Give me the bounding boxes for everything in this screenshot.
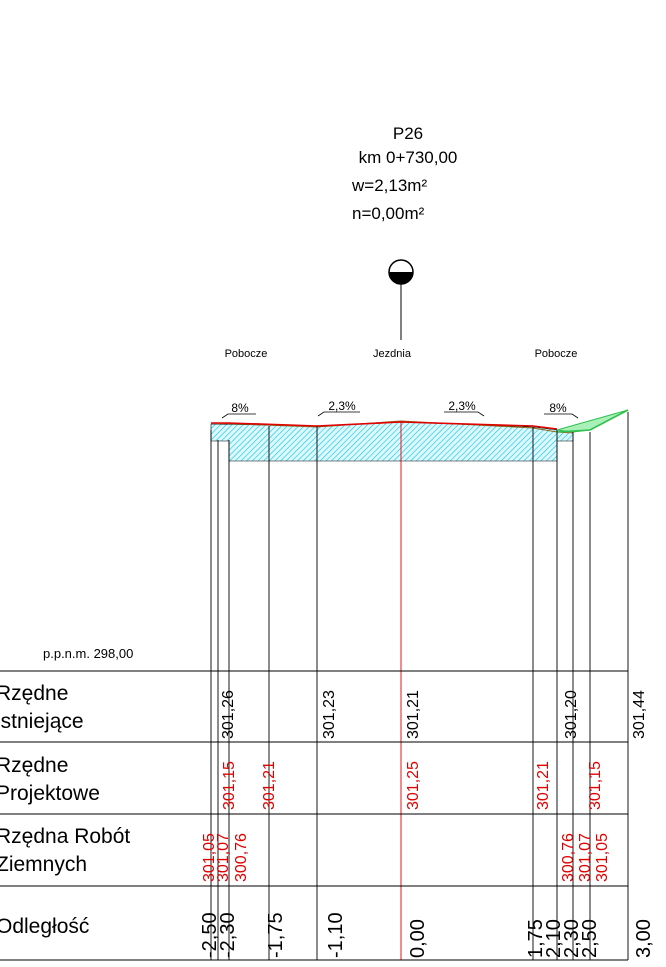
svg-text:Odległość: Odległość [0,915,89,938]
slope-left-shoulder: 8% [221,401,256,419]
design-line [211,421,558,430]
station-lines [210,412,629,960]
existing-elevation-values: 301,26 301,23 301,21 301,20 301,44 [220,690,648,739]
slope-left-lane: 2,3% [317,399,360,417]
earthwork-elevation: 301,07 [215,833,232,882]
distance-value: 2,30 [561,919,583,958]
svg-text:2,3%: 2,3% [448,399,476,413]
datum-label: p.p.n.m. 298,00 [43,646,133,661]
svg-text:Projektowe: Projektowe [0,782,100,805]
elevation-table-grid [0,670,628,961]
distance-value: -1,75 [265,912,287,958]
table-row-existing: Rzędne istniejące [0,682,84,733]
design-elevation: 301,15 [221,761,238,810]
profile-number: P26 [393,124,423,143]
distance-value: -2,50 [199,912,221,958]
design-elevation: 301,21 [261,761,278,810]
earthwork-elevation: 301,05 [201,833,218,882]
svg-text:istniejące: istniejące [0,710,84,733]
earthwork-elevation: 301,05 [594,833,611,882]
zone-label-right-shoulder: Pobocze [535,348,578,360]
design-elevation-values: 301,15 301,21 301,25 301,21 301,15 [221,761,604,810]
fill-area-label: w=2,13m² [351,176,427,195]
design-elevation: 301,21 [535,761,552,810]
table-row-distance: Odległość [0,915,89,938]
distance-value: 3,00 [633,919,655,958]
slope-right-shoulder: 8% [544,401,579,419]
pavement-fill-hatch [210,421,574,462]
existing-elevation: 301,26 [220,690,237,739]
design-elevation: 301,15 [587,761,604,810]
table-row-earthwork: Rzędna Robót Ziemnych [0,825,130,876]
design-elevation: 301,25 [405,761,422,810]
slope-right-lane: 2,3% [444,399,485,417]
svg-text:Ziemnych: Ziemnych [0,853,87,876]
embankment-slope-line [556,409,629,433]
svg-text:8%: 8% [231,401,249,415]
station-label: km 0+730,00 [359,148,458,167]
distance-value: 0,00 [407,919,429,958]
svg-text:8%: 8% [549,401,567,415]
earthwork-elevation: 301,07 [577,833,594,882]
pavement-structure [210,409,629,462]
svg-text:Rzędne: Rzędne [0,754,68,777]
cut-area-label: n=0,00m² [352,204,425,223]
existing-elevation: 301,44 [631,690,648,739]
distance-values: -2,50 -2,30 -1,75 -1,10 0,00 1,75 2,10 2… [199,912,655,958]
axis-symbol-icon [388,259,414,340]
table-row-design: Rzędne Projektowe [0,754,100,805]
existing-elevation: 301,20 [563,690,580,739]
svg-text:2,3%: 2,3% [328,399,356,413]
existing-elevation: 301,21 [405,690,422,739]
distance-value: -1,10 [325,912,347,958]
zone-label-left-shoulder: Pobocze [225,348,268,360]
zone-label-carriageway: Jezdnia [373,348,412,360]
earthwork-elevation: 300,76 [560,833,577,882]
earthwork-elevation: 300,76 [233,833,250,882]
distance-value: 2,10 [543,919,565,958]
distance-value: 2,50 [579,919,601,958]
existing-elevation: 301,23 [321,690,338,739]
earthwork-elevation-values: 301,05 301,07 300,76 300,76 301,07 301,0… [201,833,611,882]
svg-text:Rzędna Robót: Rzędna Robót [0,825,130,848]
svg-text:Rzędne: Rzędne [0,682,68,705]
distance-value: 1,75 [525,919,547,958]
distance-value: -2,30 [217,912,239,958]
